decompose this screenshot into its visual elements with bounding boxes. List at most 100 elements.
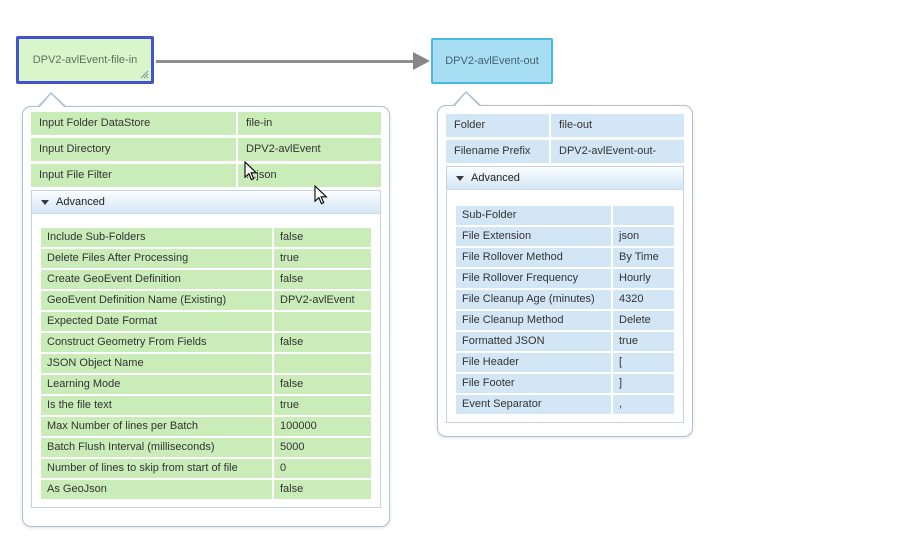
property-row: GeoEvent Definition Name (Existing) DPV2…: [41, 291, 371, 310]
property-row: File Cleanup Method Delete: [456, 311, 674, 330]
property-value[interactable]: By Time: [613, 248, 674, 267]
property-label: Input Folder DataStore: [31, 112, 236, 135]
mouse-cursor-icon: [244, 161, 258, 181]
property-row: Event Separator ,: [456, 395, 674, 414]
property-value[interactable]: 4320: [613, 290, 674, 309]
property-value[interactable]: true: [274, 249, 371, 268]
connector-arrow-icon: [413, 52, 430, 70]
property-value[interactable]: Delete: [613, 311, 674, 330]
property-label: Construct Geometry From Fields: [41, 333, 272, 352]
property-value[interactable]: ,: [613, 395, 674, 414]
callout-pointer: [39, 94, 65, 108]
property-value[interactable]: false: [274, 228, 371, 247]
property-label: Folder: [446, 114, 549, 137]
node-file-input[interactable]: DPV2-avlEvent-file-in: [16, 36, 154, 84]
property-label: Learning Mode: [41, 375, 272, 394]
property-value[interactable]: true: [613, 332, 674, 351]
output-properties-panel: Folder file-out Filename Prefix DPV2-avl…: [437, 91, 693, 437]
property-row: Delete Files After Processing true: [41, 249, 371, 268]
input-properties-panel: Input Folder DataStore file-in Input Dir…: [22, 92, 390, 527]
property-row: Max Number of lines per Batch 100000: [41, 417, 371, 436]
property-row: File Rollover Method By Time: [456, 248, 674, 267]
property-label: Batch Flush Interval (milliseconds): [41, 438, 272, 457]
advanced-header-label: Advanced: [471, 172, 520, 184]
property-row: Batch Flush Interval (milliseconds) 5000: [41, 438, 371, 457]
property-value[interactable]: false: [274, 375, 371, 394]
property-label: Event Separator: [456, 395, 611, 414]
node-file-output[interactable]: DPV2-avlEvent-out: [431, 38, 553, 84]
property-label: Is the file text: [41, 396, 272, 415]
property-value[interactable]: .*.json: [238, 164, 381, 187]
property-value[interactable]: Hourly: [613, 269, 674, 288]
property-value[interactable]: true: [274, 396, 371, 415]
property-row: As GeoJson false: [41, 480, 371, 499]
property-row: Input File Filter .*.json: [31, 164, 381, 187]
property-row: JSON Object Name: [41, 354, 371, 373]
property-label: GeoEvent Definition Name (Existing): [41, 291, 272, 310]
property-value[interactable]: ]: [613, 374, 674, 393]
property-value[interactable]: file-in: [238, 112, 381, 135]
property-value[interactable]: [613, 206, 674, 225]
property-label: File Rollover Method: [456, 248, 611, 267]
property-value[interactable]: DPV2-avlEvent: [274, 291, 371, 310]
property-label: File Header: [456, 353, 611, 372]
callout-pointer: [454, 93, 480, 107]
property-label: Sub-Folder: [456, 206, 611, 225]
property-value[interactable]: false: [274, 333, 371, 352]
property-row: Is the file text true: [41, 396, 371, 415]
property-value[interactable]: json: [613, 227, 674, 246]
node-file-input-label: DPV2-avlEvent-file-in: [32, 54, 138, 66]
property-value[interactable]: false: [274, 270, 371, 289]
property-label: As GeoJson: [41, 480, 272, 499]
caret-down-icon: [456, 175, 464, 181]
resize-handle-icon[interactable]: [140, 70, 149, 79]
property-value[interactable]: 0: [274, 459, 371, 478]
advanced-section-body: Include Sub-Folders false Delete Files A…: [32, 214, 380, 507]
caret-down-icon: [41, 199, 49, 205]
property-label: JSON Object Name: [41, 354, 272, 373]
property-row: Construct Geometry From Fields false: [41, 333, 371, 352]
node-file-output-label: DPV2-avlEvent-out: [445, 55, 539, 67]
property-row: File Cleanup Age (minutes) 4320: [456, 290, 674, 309]
property-row: Expected Date Format: [41, 312, 371, 331]
property-label: File Footer: [456, 374, 611, 393]
property-label: File Rollover Frequency: [456, 269, 611, 288]
property-row: File Footer ]: [456, 374, 674, 393]
property-label: Expected Date Format: [41, 312, 272, 331]
property-value[interactable]: [: [613, 353, 674, 372]
property-value[interactable]: file-out: [551, 114, 684, 137]
property-label: Filename Prefix: [446, 140, 549, 163]
property-label: Delete Files After Processing: [41, 249, 272, 268]
property-label: Input Directory: [31, 138, 236, 161]
connector-line: [156, 60, 414, 63]
advanced-section-header[interactable]: Advanced: [447, 167, 683, 190]
property-row: Input Directory DPV2-avlEvent: [31, 138, 381, 161]
property-row: Folder file-out: [446, 114, 684, 137]
property-label: Number of lines to skip from start of fi…: [41, 459, 272, 478]
property-label: Include Sub-Folders: [41, 228, 272, 247]
property-label: Create GeoEvent Definition: [41, 270, 272, 289]
property-row: Formatted JSON true: [456, 332, 674, 351]
property-label: File Cleanup Age (minutes): [456, 290, 611, 309]
property-label: Formatted JSON: [456, 332, 611, 351]
advanced-section-header[interactable]: Advanced: [32, 191, 380, 214]
advanced-section: Advanced Sub-Folder File Extension json …: [446, 166, 684, 423]
property-row: Sub-Folder: [456, 206, 674, 225]
property-value[interactable]: 100000: [274, 417, 371, 436]
property-row: Number of lines to skip from start of fi…: [41, 459, 371, 478]
property-row: Learning Mode false: [41, 375, 371, 394]
mouse-cursor-icon: [314, 185, 328, 205]
property-row: File Extension json: [456, 227, 674, 246]
property-value[interactable]: 5000: [274, 438, 371, 457]
property-label: File Cleanup Method: [456, 311, 611, 330]
property-row: Create GeoEvent Definition false: [41, 270, 371, 289]
property-value[interactable]: DPV2-avlEvent: [238, 138, 381, 161]
property-row: Include Sub-Folders false: [41, 228, 371, 247]
property-label: File Extension: [456, 227, 611, 246]
property-value[interactable]: DPV2-avlEvent-out-: [551, 140, 684, 163]
property-value[interactable]: [274, 312, 371, 331]
property-value[interactable]: [274, 354, 371, 373]
advanced-section-body: Sub-Folder File Extension json File Roll…: [447, 190, 683, 422]
property-value[interactable]: false: [274, 480, 371, 499]
property-row: Input Folder DataStore file-in: [31, 112, 381, 135]
